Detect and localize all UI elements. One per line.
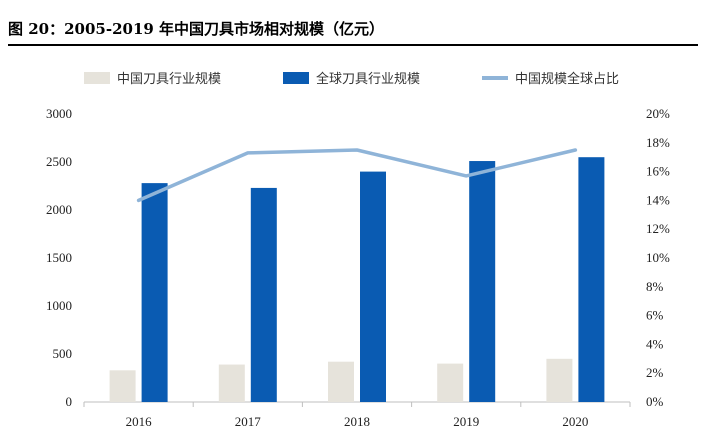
- y-left-tick-label: 2500: [46, 154, 72, 169]
- china-market-bar: [218, 364, 245, 402]
- global-market-bar: [360, 171, 386, 402]
- chart-line: [136, 148, 578, 203]
- y-right-tick-label: 0%: [646, 394, 664, 409]
- y-right-tick-label: 6%: [646, 308, 664, 323]
- chart-title: 图 20：2005-2019 年中国刀具市场相对规模（亿元）: [8, 20, 385, 38]
- chart-bars: [109, 157, 605, 402]
- x-tick-label: 2020: [562, 414, 588, 429]
- y-left-tick-label: 1000: [46, 298, 72, 313]
- legend-label: 中国刀具行业规模: [117, 72, 221, 87]
- y-left-tick-label: 0: [66, 394, 73, 409]
- global-market-bar: [141, 183, 168, 402]
- y-right-tick-label: 8%: [646, 279, 664, 294]
- y-right-tick-label: 4%: [646, 336, 664, 351]
- y-right-tick-label: 12%: [646, 221, 670, 236]
- y-left-tick-label: 3000: [46, 106, 72, 121]
- x-tick-label: 2018: [344, 414, 370, 429]
- china-market-bar: [437, 363, 464, 402]
- y-left-tick-label: 2000: [46, 202, 72, 217]
- y-right-tick-label: 2%: [646, 365, 664, 380]
- y-right-tick-label: 20%: [646, 106, 670, 121]
- y-right-tick-label: 18%: [646, 135, 670, 150]
- china-market-bar: [328, 361, 354, 402]
- legend-swatch: [84, 72, 110, 84]
- legend-label: 中国规模全球占比: [515, 71, 619, 87]
- china-share-line: [136, 148, 578, 203]
- global-market-bar: [469, 161, 496, 402]
- x-tick-label: 2017: [235, 414, 262, 429]
- x-tick-label: 2019: [453, 414, 479, 429]
- china-market-bar: [546, 358, 573, 402]
- chart-legend: 中国刀具行业规模 全球刀具行业规模 中国规模全球占比: [84, 71, 619, 87]
- x-tick-label: 2016: [126, 414, 153, 429]
- y-right-tick-label: 10%: [646, 250, 670, 265]
- y-right-tick-label: 14%: [646, 192, 670, 207]
- china-market-bar: [109, 370, 136, 402]
- global-market-bar: [250, 187, 277, 402]
- chart-axes: 0 500 1000 1500 2000 2500 3000 0% 2% 4% 6% 8% 10% 12%…: [46, 106, 670, 429]
- y-left-tick-label: 1500: [46, 250, 72, 265]
- legend-label: 全球刀具行业规模: [316, 71, 420, 87]
- y-left-tick-label: 500: [53, 346, 73, 361]
- y-right-tick-label: 16%: [646, 164, 670, 179]
- global-market-bar: [578, 157, 605, 402]
- title-divider: [8, 44, 698, 46]
- legend-swatch: [283, 72, 309, 84]
